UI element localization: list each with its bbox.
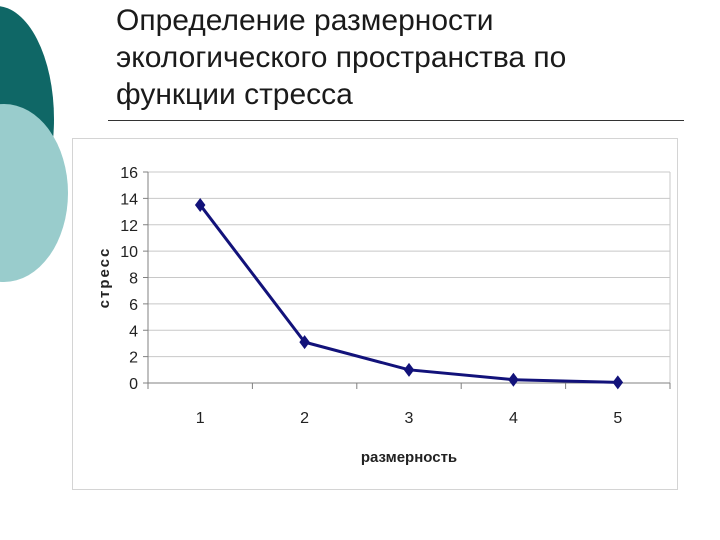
axis-layer [143,171,671,389]
x-tick-label: 5 [613,410,622,427]
data-point-marker [403,362,415,377]
y-tick-label: 2 [129,350,138,367]
data-point-marker [612,375,624,390]
title-divider [108,120,684,121]
y-axis-title: стресс [96,247,113,309]
x-tick-label: 1 [196,410,205,427]
grid-layer [148,171,671,383]
x-tick-label: 4 [509,410,518,427]
x-axis-title: размерность [361,449,457,466]
y-tick-label: 12 [120,218,138,235]
title-line: Определение размерности [116,4,494,37]
x-tick-labels: 1 2 3 4 5 [196,410,623,427]
y-tick-label: 6 [129,297,138,314]
series-layer [194,197,624,390]
series-line [199,204,618,384]
title-line: функции стресса [116,78,353,111]
y-tick-labels: 0 2 4 6 8 10 12 14 16 [120,165,138,393]
data-point-marker [508,372,519,387]
decorative-light-shape [0,104,68,282]
y-tick-label: 4 [129,323,138,340]
y-tick-label: 16 [120,165,138,182]
x-tick-label: 2 [300,410,309,427]
data-point-marker [194,197,206,212]
y-tick-label: 0 [129,376,138,393]
x-tick-label: 3 [405,410,414,427]
data-point-marker [299,335,310,350]
y-tick-label: 10 [120,244,138,261]
title-line: экологического пространства по [116,41,567,74]
y-tick-label: 14 [120,191,138,208]
y-tick-label: 8 [129,271,138,288]
slide-title: Определение размерности экологического п… [116,2,676,113]
